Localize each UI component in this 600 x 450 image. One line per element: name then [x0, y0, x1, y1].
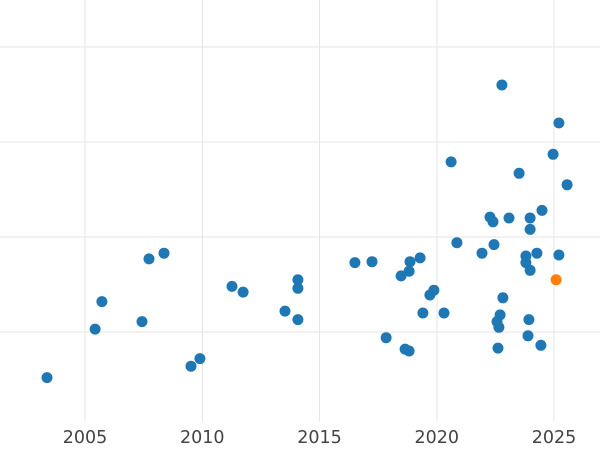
data-point: [366, 256, 378, 268]
data-point: [522, 330, 534, 342]
data-point: [403, 265, 415, 277]
data-point: [492, 342, 504, 354]
data-point: [194, 353, 206, 365]
data-point: [237, 286, 249, 298]
data-point: [493, 321, 505, 333]
data-point: [143, 253, 155, 265]
data-point: [524, 264, 536, 276]
x-tick-label: 2005: [63, 428, 108, 448]
data-point: [524, 212, 536, 224]
data-point: [292, 314, 304, 326]
data-point: [414, 252, 426, 264]
data-point: [535, 339, 547, 351]
data-point: [451, 237, 463, 249]
data-point: [403, 345, 415, 357]
data-point: [553, 249, 565, 261]
data-point: [349, 257, 361, 269]
data-point: [136, 316, 148, 328]
data-point: [292, 282, 304, 294]
data-point: [445, 156, 457, 168]
data-point: [503, 212, 515, 224]
x-tick-label: 2025: [532, 428, 577, 448]
data-point: [96, 296, 108, 308]
data-point: [531, 247, 543, 259]
data-point: [494, 309, 506, 321]
data-point: [496, 79, 508, 91]
data-point: [523, 314, 535, 326]
data-point: [404, 256, 416, 268]
x-axis-tick-labels: 2005 2010 2015 2020 2025: [63, 428, 577, 448]
data-point: [487, 216, 499, 228]
data-point: [524, 223, 536, 235]
data-point: [561, 179, 573, 191]
x-tick-label: 2010: [180, 428, 225, 448]
data-point: [536, 204, 548, 216]
x-tick-label: 2020: [414, 428, 459, 448]
data-point: [395, 270, 407, 282]
data-point: [158, 247, 170, 259]
data-point: [488, 239, 500, 251]
data-point: [438, 307, 450, 319]
data-point: [292, 274, 304, 286]
data-point: [553, 117, 565, 129]
data-point: [226, 280, 238, 292]
vertical-gridlines: [84, 0, 555, 421]
data-point: [513, 167, 525, 179]
data-point: [279, 305, 291, 317]
highlighted-data-point: [550, 274, 562, 286]
data-point: [41, 372, 53, 384]
data-point: [185, 360, 197, 372]
scatter-points: [41, 79, 573, 384]
data-point: [428, 284, 440, 296]
data-point: [89, 323, 101, 335]
data-point: [547, 148, 559, 160]
data-point: [497, 292, 509, 304]
data-point: [476, 247, 488, 259]
data-point: [417, 307, 429, 319]
x-tick-label: 2015: [297, 428, 342, 448]
data-point: [380, 332, 392, 344]
